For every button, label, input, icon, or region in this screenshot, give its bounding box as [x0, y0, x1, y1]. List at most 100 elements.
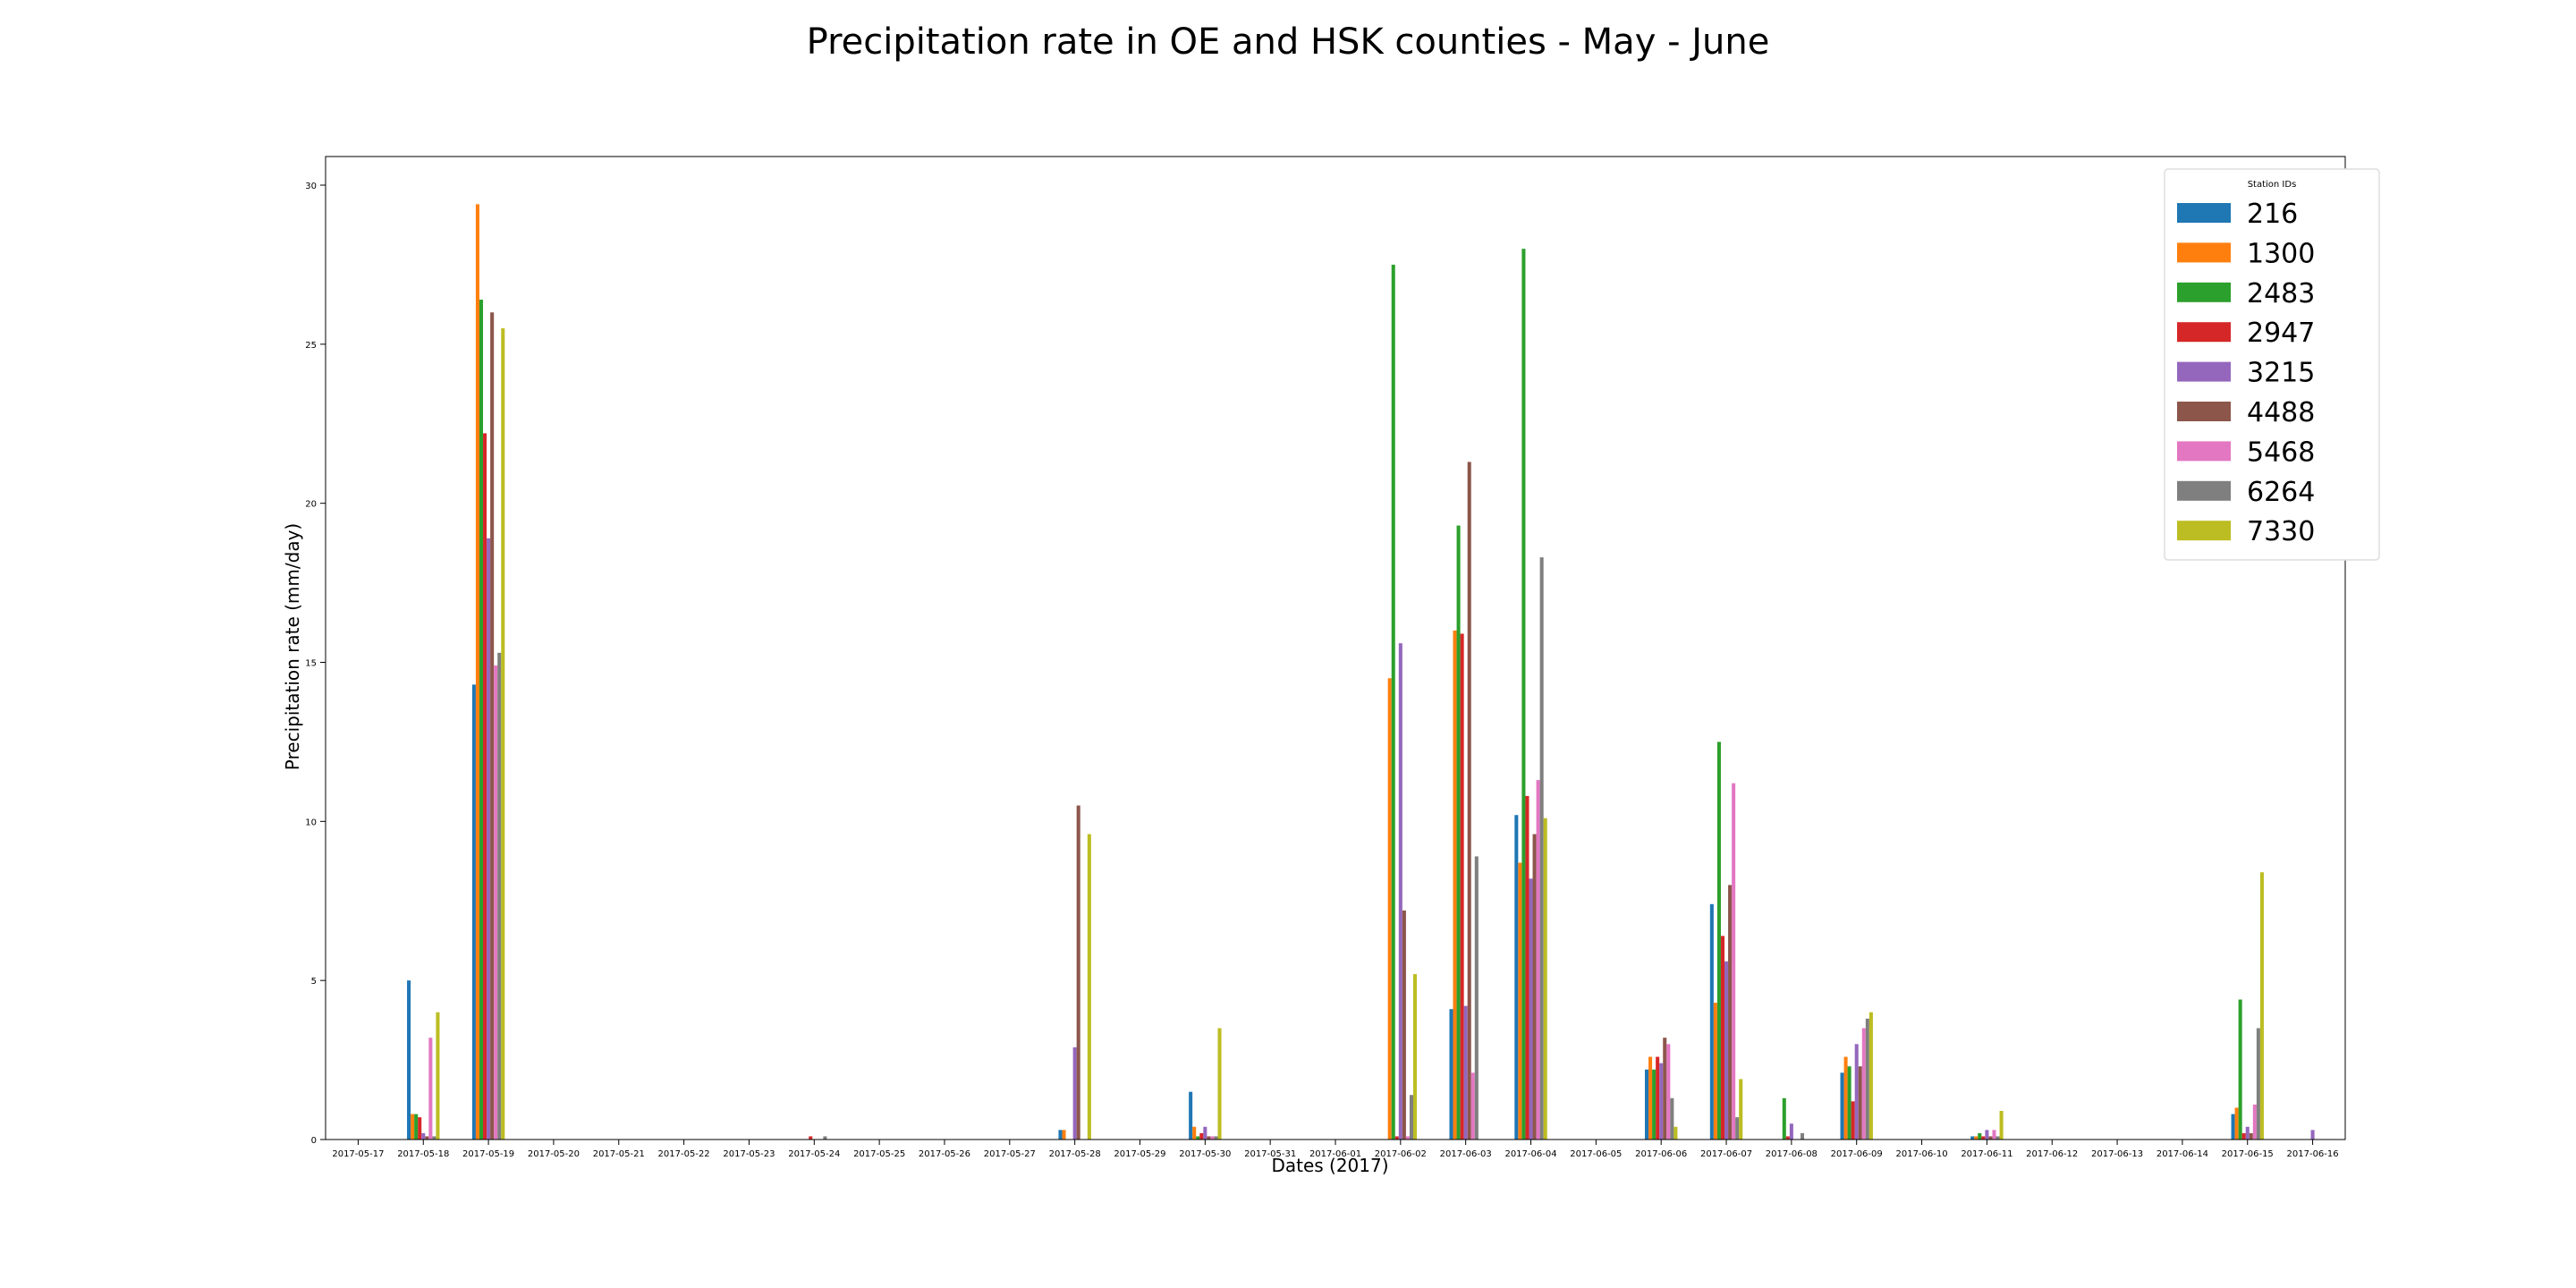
bar-5468-2017-06-09 — [1861, 1028, 1866, 1140]
y-tick-label: 0 — [311, 1136, 317, 1146]
bar-2947-2017-05-19 — [483, 433, 487, 1140]
bar-3215-2017-06-16 — [2310, 1130, 2315, 1140]
bar-2947-2017-06-15 — [2241, 1132, 2246, 1140]
x-tick-label: 2017-06-13 — [2091, 1149, 2143, 1159]
x-tick-label: 2017-05-22 — [658, 1149, 710, 1159]
bar-1300-2017-05-30 — [1192, 1126, 1197, 1140]
bar-4488-2017-05-28 — [1076, 805, 1080, 1140]
bar-2947-2017-06-06 — [1656, 1056, 1660, 1140]
bar-6264-2017-06-04 — [1539, 557, 1544, 1140]
bar-216-2017-05-30 — [1189, 1091, 1193, 1140]
bar-2483-2017-06-11 — [1978, 1132, 1982, 1140]
bar-2947-2017-06-02 — [1394, 1136, 1399, 1140]
x-tick-label: 2017-05-20 — [528, 1149, 580, 1159]
bar-6264-2017-06-02 — [1409, 1095, 1414, 1140]
bar-2483-2017-06-07 — [1716, 741, 1721, 1140]
legend-label-7330: 7330 — [2247, 516, 2315, 547]
x-tick-label: 2017-05-17 — [332, 1149, 384, 1159]
bar-216-2017-06-11 — [1970, 1136, 1975, 1140]
y-tick-label: 15 — [305, 659, 317, 669]
bar-5468-2017-06-15 — [2252, 1104, 2257, 1140]
y-tick-label: 10 — [305, 818, 317, 827]
bar-3215-2017-06-08 — [1789, 1123, 1793, 1140]
bar-1300-2017-06-15 — [2234, 1107, 2239, 1140]
bar-3215-2017-06-09 — [1854, 1044, 1859, 1140]
bar-4488-2017-06-04 — [1532, 834, 1537, 1140]
bar-7330-2017-06-02 — [1413, 974, 1418, 1140]
bar-2947-2017-06-07 — [1720, 936, 1725, 1140]
bar-216-2017-06-09 — [1840, 1072, 1844, 1140]
bar-3215-2017-05-30 — [1203, 1126, 1208, 1140]
bar-2947-2017-06-09 — [1851, 1101, 1855, 1140]
x-tick-label: 2017-06-01 — [1309, 1149, 1361, 1159]
y-tick-label: 5 — [311, 977, 317, 987]
x-tick-label: 2017-05-24 — [788, 1149, 840, 1159]
bar-216-2017-06-06 — [1644, 1069, 1649, 1140]
bar-1300-2017-06-09 — [1843, 1056, 1848, 1140]
plot-frame — [325, 156, 2346, 1140]
bar-5468-2017-05-18 — [428, 1038, 433, 1140]
bar-3215-2017-06-07 — [1724, 961, 1729, 1140]
bar-2483-2017-06-09 — [1847, 1066, 1852, 1140]
bar-4488-2017-06-07 — [1728, 885, 1733, 1140]
bar-2483-2017-05-19 — [479, 300, 484, 1140]
bar-7330-2017-05-30 — [1217, 1028, 1222, 1140]
bar-2483-2017-06-04 — [1521, 249, 1526, 1140]
y-axis: 0 5 10 15 20 25 30 — [305, 182, 326, 1146]
bar-3215-2017-06-02 — [1398, 643, 1402, 1140]
bar-216-2017-06-03 — [1449, 1009, 1453, 1140]
bar-6264-2017-06-11 — [1996, 1136, 2000, 1140]
legend-label-1300: 1300 — [2247, 238, 2315, 269]
bar-6264-2017-06-03 — [1474, 856, 1479, 1140]
bar-7330-2017-06-09 — [1868, 1012, 1873, 1140]
bar-6264-2017-05-18 — [432, 1136, 436, 1140]
y-tick-label: 30 — [305, 182, 317, 191]
x-tick-label: 2017-05-29 — [1114, 1149, 1165, 1159]
x-tick-label: 2017-06-06 — [1635, 1149, 1687, 1159]
x-tick-label: 2017-05-18 — [397, 1149, 449, 1159]
x-tick-label: 2017-05-27 — [984, 1149, 1036, 1159]
x-tick-label: 2017-05-30 — [1179, 1149, 1231, 1159]
x-tick-label: 2017-06-14 — [2157, 1149, 2208, 1159]
bar-5468-2017-06-04 — [1536, 780, 1540, 1140]
bar-6264-2017-06-15 — [2256, 1028, 2260, 1140]
legend-swatch-3215 — [2177, 361, 2231, 382]
bar-5468-2017-06-06 — [1666, 1044, 1671, 1140]
bar-4488-2017-05-18 — [425, 1136, 429, 1140]
bar-2947-2017-06-04 — [1525, 795, 1530, 1140]
bar-5468-2017-05-30 — [1210, 1136, 1215, 1140]
bar-2483-2017-05-18 — [414, 1114, 419, 1140]
bar-6264-2017-05-30 — [1214, 1136, 1218, 1140]
bar-7330-2017-06-06 — [1674, 1126, 1678, 1140]
bar-6264-2017-06-07 — [1735, 1117, 1740, 1140]
bar-3215-2017-06-15 — [2245, 1126, 2250, 1140]
bar-5468-2017-06-11 — [1992, 1130, 1996, 1140]
bar-2947-2017-05-18 — [418, 1117, 422, 1140]
bar-2483-2017-06-08 — [1782, 1097, 1786, 1140]
bar-4488-2017-06-02 — [1402, 910, 1406, 1140]
bar-2947-2017-06-11 — [1981, 1136, 1986, 1140]
x-tick-label: 2017-06-05 — [1570, 1149, 1622, 1159]
bar-3215-2017-06-06 — [1659, 1063, 1664, 1140]
bar-4488-2017-05-30 — [1207, 1136, 1211, 1140]
x-tick-label: 2017-06-11 — [1961, 1149, 2012, 1159]
bar-1300-2017-06-07 — [1713, 1003, 1717, 1140]
bar-6264-2017-05-19 — [497, 652, 502, 1140]
bar-3215-2017-06-03 — [1463, 1005, 1468, 1140]
x-tick-label: 2017-05-19 — [462, 1149, 514, 1159]
bar-5468-2017-06-07 — [1732, 783, 1736, 1140]
bar-1300-2017-06-02 — [1387, 678, 1392, 1140]
legend-swatch-2947 — [2177, 322, 2231, 343]
bar-4488-2017-06-06 — [1663, 1038, 1667, 1140]
legend-swatch-4488 — [2177, 402, 2231, 421]
bar-216-2017-05-28 — [1058, 1130, 1063, 1140]
x-axis-label: Dates (2017) — [1271, 1155, 1388, 1176]
bar-216-2017-06-04 — [1514, 815, 1519, 1140]
x-tick-label: 2017-06-09 — [1831, 1149, 1883, 1159]
bar-7330-2017-06-15 — [2259, 872, 2264, 1140]
bar-3215-2017-06-11 — [1985, 1130, 1989, 1140]
bar-1300-2017-05-18 — [411, 1114, 415, 1140]
legend-label-216: 216 — [2247, 199, 2298, 230]
bar-1300-2017-06-04 — [1518, 862, 1522, 1140]
